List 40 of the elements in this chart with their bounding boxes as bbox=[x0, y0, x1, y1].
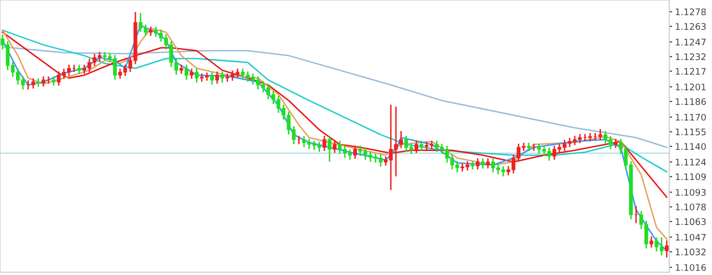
candlestick bbox=[215, 72, 220, 84]
y-tick-label: 1.1170 bbox=[676, 114, 706, 121]
y-tick-label: 1.1093 bbox=[676, 188, 706, 196]
candlestick bbox=[470, 161, 474, 170]
y-tick-label: 1.1201 bbox=[676, 84, 706, 90]
candlestick bbox=[476, 158, 480, 170]
y-tick-label: 1.1140 bbox=[676, 143, 706, 150]
y-tick-label: 1.1186 bbox=[676, 98, 706, 106]
y-tick-label: 1.1047 bbox=[676, 234, 706, 241]
y-tick-label: 1.1217 bbox=[676, 68, 706, 75]
candlestick bbox=[77, 64, 82, 74]
candlestick bbox=[194, 68, 199, 83]
y-tick-label: 1.1078 bbox=[676, 204, 706, 210]
candlestick bbox=[328, 136, 332, 162]
y-tick-label: 1.1247 bbox=[676, 38, 706, 46]
candlestick bbox=[650, 236, 654, 248]
y-tick-label: 1.1124 bbox=[676, 158, 706, 166]
y-tick-label: 1.1109 bbox=[676, 173, 706, 180]
y-tick-label: 1.1232 bbox=[676, 53, 706, 60]
candlestick bbox=[179, 64, 184, 74]
candlestick bbox=[36, 78, 40, 87]
candlestick bbox=[184, 64, 188, 80]
candlestick bbox=[332, 140, 337, 153]
candlestick bbox=[414, 140, 418, 153]
line-series bbox=[2, 32, 668, 198]
candlestick bbox=[210, 72, 214, 85]
y-tick-label: 1.1155 bbox=[676, 128, 706, 136]
candlestick bbox=[598, 129, 602, 140]
candlestick bbox=[148, 26, 153, 36]
y-tick-label: 1.1063 bbox=[676, 218, 706, 226]
line-series bbox=[2, 46, 668, 148]
y-tick-label: 1.1263 bbox=[676, 23, 706, 30]
y-tick-label: 1.1032 bbox=[676, 248, 706, 256]
y-tick-label: 1.1278 bbox=[676, 8, 706, 16]
candlestick bbox=[220, 72, 224, 83]
candlestick bbox=[526, 142, 531, 151]
candlestick bbox=[322, 136, 326, 151]
line-series bbox=[2, 30, 668, 172]
candlestick bbox=[353, 146, 357, 159]
y-tick-label: 1.1016 bbox=[676, 264, 706, 271]
